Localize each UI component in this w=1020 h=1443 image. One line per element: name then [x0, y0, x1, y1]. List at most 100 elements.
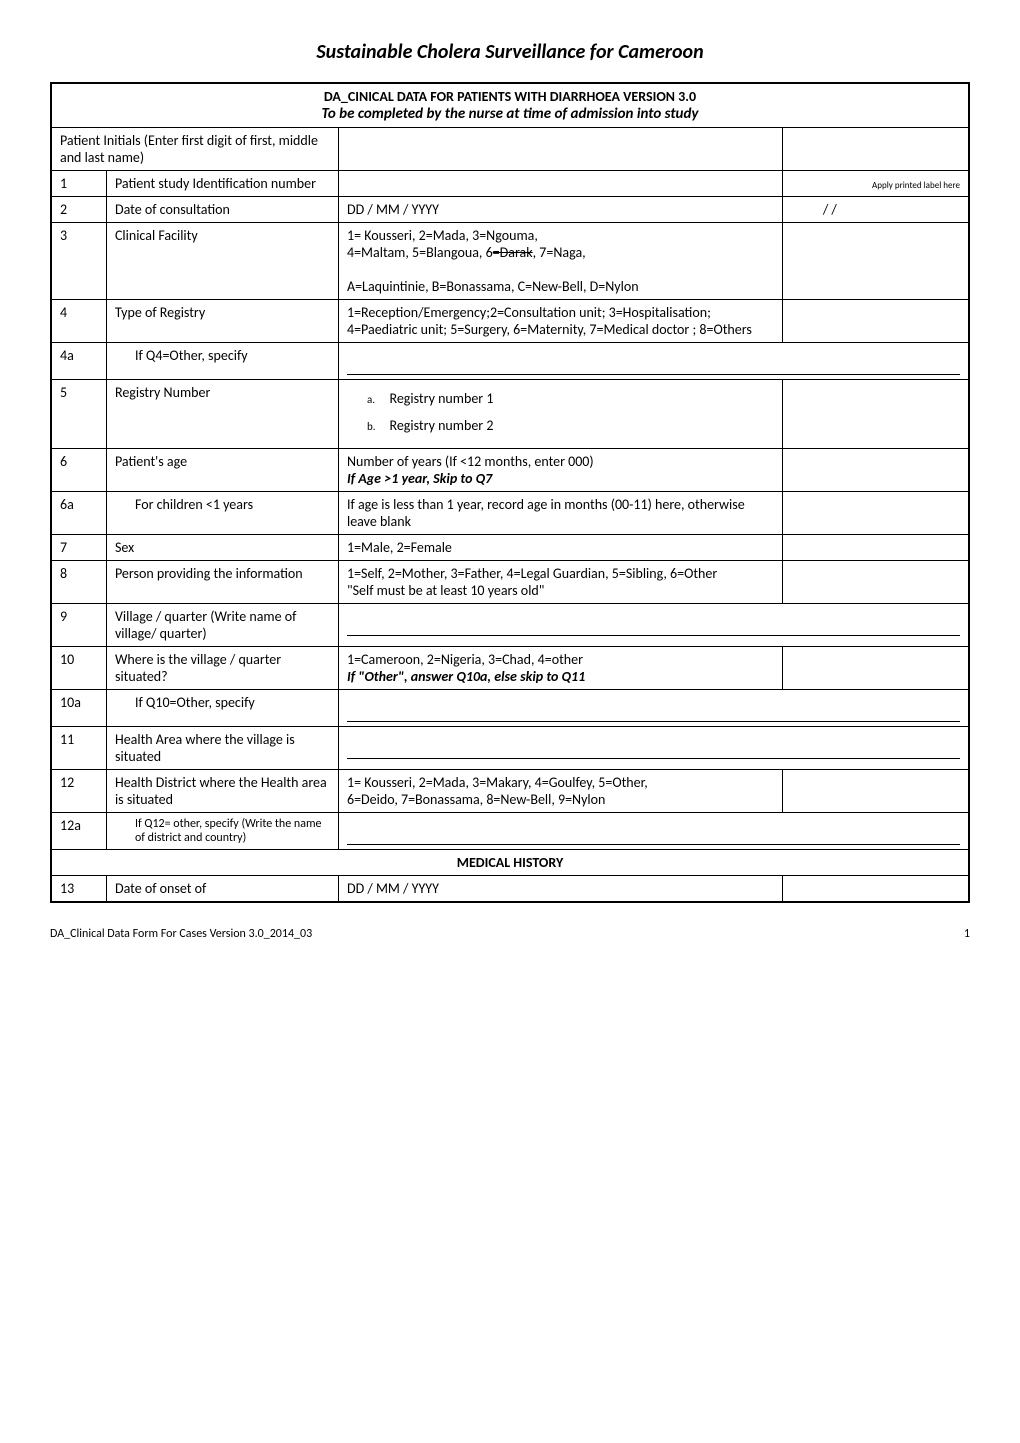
row-10a-num: 10a	[51, 690, 106, 727]
row-10a-value[interactable]	[338, 690, 969, 727]
row-6-desc: Number of years (If <12 months, enter 00…	[338, 449, 782, 492]
row-13-num: 13	[51, 876, 106, 903]
row-3-line3: A=Laquintinie, B=Bonassama, C=New-Bell, …	[347, 278, 639, 295]
row-7-value[interactable]	[782, 535, 969, 561]
row-1-label: Patient study Identification number	[106, 171, 338, 197]
row-2-value[interactable]: / /	[782, 197, 969, 223]
row-10-note: If "Other", answer Q10a, else skip to Q1…	[347, 668, 585, 685]
row-10a-label: If Q10=Other, specify	[106, 690, 338, 727]
row-5-label: Registry Number	[106, 380, 338, 449]
row-12a: 12a If Q12= other, specify (Write the na…	[51, 813, 969, 850]
row-9-num: 9	[51, 604, 106, 647]
document-title: Sustainable Cholera Surveillance for Cam…	[50, 40, 970, 64]
row-5-a-letter: a.	[367, 393, 387, 406]
form-title: DA_CINICAL DATA FOR PATIENTS WITH DIARRH…	[324, 88, 696, 105]
row-6a-num: 6a	[51, 492, 106, 535]
row-2: 2 Date of consultation DD / MM / YYYY / …	[51, 197, 969, 223]
row-2-desc: DD / MM / YYYY	[338, 197, 782, 223]
row-9-value[interactable]	[338, 604, 969, 647]
row-3-num: 3	[51, 223, 106, 300]
row-12a-label: If Q12= other, specify (Write the name o…	[106, 813, 338, 850]
row-11-value[interactable]	[338, 727, 969, 770]
form-table: DA_CINICAL DATA FOR PATIENTS WITH DIARRH…	[50, 82, 970, 903]
initials-label: Patient Initials (Enter first digit of f…	[51, 128, 338, 171]
row-6a-label: For children <1 years	[106, 492, 338, 535]
row-3-label: Clinical Facility	[106, 223, 338, 300]
row-8-value[interactable]	[782, 561, 969, 604]
row-6a: 6a For children <1 years If age is less …	[51, 492, 969, 535]
initials-desc	[338, 128, 782, 171]
row-8-note: "Self must be at least 10 years old"	[347, 582, 544, 599]
row-3-line2a: 4=Maltam, 5=Blangoua, 6	[347, 244, 493, 261]
row-5: 5 Registry Number a. Registry number 1 b…	[51, 380, 969, 449]
apply-label-note: Apply printed label here	[872, 180, 960, 191]
footer-left: DA_Clinical Data Form For Cases Version …	[50, 927, 312, 941]
row-10-value[interactable]	[782, 647, 969, 690]
row-13-desc: DD / MM / YYYY	[338, 876, 782, 903]
row-5-b-letter: b.	[367, 420, 387, 433]
row-12-value[interactable]	[782, 770, 969, 813]
row-7-label: Sex	[106, 535, 338, 561]
form-subtitle: To be completed by the nurse at time of …	[60, 105, 960, 123]
row-3-line2strike: =Darak	[493, 244, 533, 261]
row-11-label: Health Area where the village is situate…	[106, 727, 338, 770]
row-10-desc: 1=Cameroon, 2=Nigeria, 3=Chad, 4=other I…	[338, 647, 782, 690]
row-5-value[interactable]	[782, 380, 969, 449]
row-4a: 4a If Q4=Other, specify	[51, 343, 969, 380]
row-8: 8 Person providing the information 1=Sel…	[51, 561, 969, 604]
row-1: 1 Patient study Identification number Ap…	[51, 171, 969, 197]
row-10: 10 Where is the village / quarter situat…	[51, 647, 969, 690]
row-12-desc-text2: 6=Deido, 7=Bonassama, 8=New-Bell, 9=Nylo…	[347, 791, 605, 808]
row-12-desc-text: 1= Kousseri, 2=Mada, 3=Makary, 4=Goulfey…	[347, 774, 648, 791]
row-10-label: Where is the village / quarter situated?	[106, 647, 338, 690]
section-medical-history: MEDICAL HISTORY	[51, 850, 969, 876]
row-13-label: Date of onset of	[106, 876, 338, 903]
row-6a-value[interactable]	[782, 492, 969, 535]
blank-line	[347, 357, 960, 375]
row-1-num: 1	[51, 171, 106, 197]
blank-line	[347, 827, 960, 845]
row-6: 6 Patient's age Number of years (If <12 …	[51, 449, 969, 492]
row-10-desc-text: 1=Cameroon, 2=Nigeria, 3=Chad, 4=other	[347, 651, 583, 668]
blank-line	[347, 618, 960, 636]
row-6-desc-text: Number of years (If <12 months, enter 00…	[347, 453, 594, 470]
row-4a-value[interactable]	[338, 343, 969, 380]
row-12a-value[interactable]	[338, 813, 969, 850]
row-12-label: Health District where the Health area is…	[106, 770, 338, 813]
row-4: 4 Type of Registry 1=Reception/Emergency…	[51, 300, 969, 343]
row-3-value[interactable]	[782, 223, 969, 300]
row-12-num: 12	[51, 770, 106, 813]
row-8-desc-text: 1=Self, 2=Mother, 3=Father, 4=Legal Guar…	[347, 565, 717, 582]
row-12-desc: 1= Kousseri, 2=Mada, 3=Makary, 4=Goulfey…	[338, 770, 782, 813]
row-5-desc: a. Registry number 1 b. Registry number …	[338, 380, 782, 449]
row-12: 12 Health District where the Health area…	[51, 770, 969, 813]
blank-line	[347, 704, 960, 722]
row-3-line1: 1= Kousseri, 2=Mada, 3=Ngouma,	[347, 227, 538, 244]
row-5-b-text: Registry number 2	[389, 417, 493, 434]
row-4a-label: If Q4=Other, specify	[106, 343, 338, 380]
row-6-num: 6	[51, 449, 106, 492]
row-6-value[interactable]	[782, 449, 969, 492]
row-7-num: 7	[51, 535, 106, 561]
initials-value[interactable]	[782, 128, 969, 171]
row-2-num: 2	[51, 197, 106, 223]
row-13: 13 Date of onset of DD / MM / YYYY	[51, 876, 969, 903]
row-3-line2b: , 7=Naga,	[533, 244, 586, 261]
form-header-row: DA_CINICAL DATA FOR PATIENTS WITH DIARRH…	[51, 83, 969, 128]
row-7-desc: 1=Male, 2=Female	[338, 535, 782, 561]
row-9-label: Village / quarter (Write name of village…	[106, 604, 338, 647]
row-1-desc	[338, 171, 782, 197]
row-13-value[interactable]	[782, 876, 969, 903]
row-12a-num: 12a	[51, 813, 106, 850]
row-4-value[interactable]	[782, 300, 969, 343]
row-4a-num: 4a	[51, 343, 106, 380]
row-6-note: If Age >1 year, Skip to Q7	[347, 470, 492, 487]
row-4-label: Type of Registry	[106, 300, 338, 343]
row-7: 7 Sex 1=Male, 2=Female	[51, 535, 969, 561]
row-6a-desc: If age is less than 1 year, record age i…	[338, 492, 782, 535]
row-5-a-text: Registry number 1	[389, 390, 493, 407]
row-11-num: 11	[51, 727, 106, 770]
row-4-desc: 1=Reception/Emergency;2=Consultation uni…	[338, 300, 782, 343]
row-8-label: Person providing the information	[106, 561, 338, 604]
blank-line	[347, 741, 960, 759]
